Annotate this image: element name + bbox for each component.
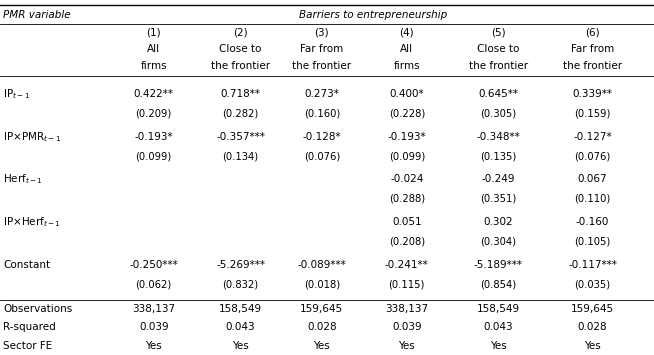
Text: 338,137: 338,137 (132, 304, 175, 314)
Text: 0.339**: 0.339** (572, 89, 613, 99)
Text: Close to: Close to (220, 44, 262, 54)
Text: 0.028: 0.028 (577, 322, 608, 332)
Text: Herf$_{t-1}$: Herf$_{t-1}$ (3, 173, 43, 186)
Text: 0.422**: 0.422** (133, 89, 174, 99)
Text: 158,549: 158,549 (219, 304, 262, 314)
Text: (0.110): (0.110) (574, 194, 611, 204)
Text: -0.241**: -0.241** (385, 260, 428, 269)
Text: (0.351): (0.351) (480, 194, 517, 204)
Text: -5.269***: -5.269*** (216, 260, 265, 269)
Text: the frontier: the frontier (469, 61, 528, 71)
Text: (0.160): (0.160) (303, 109, 340, 119)
Text: -0.128*: -0.128* (302, 132, 341, 142)
Text: Yes: Yes (232, 341, 249, 351)
Text: (0.288): (0.288) (388, 194, 425, 204)
Text: (0.854): (0.854) (480, 279, 517, 289)
Text: Yes: Yes (584, 341, 601, 351)
Text: 0.400*: 0.400* (390, 89, 424, 99)
Text: 0.645**: 0.645** (478, 89, 519, 99)
Text: (0.076): (0.076) (574, 151, 611, 161)
Text: -0.117***: -0.117*** (568, 260, 617, 269)
Text: 0.043: 0.043 (483, 322, 513, 332)
Text: -0.193*: -0.193* (387, 132, 426, 142)
Text: (0.035): (0.035) (574, 279, 611, 289)
Text: Yes: Yes (490, 341, 507, 351)
Text: (0.105): (0.105) (574, 236, 611, 246)
Text: All: All (400, 44, 413, 54)
Text: Far from: Far from (571, 44, 614, 54)
Text: Yes: Yes (398, 341, 415, 351)
Text: All: All (147, 44, 160, 54)
Text: firms: firms (141, 61, 167, 71)
Text: (0.018): (0.018) (303, 279, 340, 289)
Text: Yes: Yes (313, 341, 330, 351)
Text: (6): (6) (585, 27, 600, 37)
Text: (3): (3) (315, 27, 329, 37)
Text: -0.193*: -0.193* (134, 132, 173, 142)
Text: (0.159): (0.159) (574, 109, 611, 119)
Text: Sector FE: Sector FE (3, 341, 52, 351)
Text: (4): (4) (400, 27, 414, 37)
Text: (0.099): (0.099) (388, 151, 425, 161)
Text: -0.357***: -0.357*** (216, 132, 265, 142)
Text: Close to: Close to (477, 44, 519, 54)
Text: R-squared: R-squared (3, 322, 56, 332)
Text: -5.189***: -5.189*** (474, 260, 523, 269)
Text: (0.832): (0.832) (222, 279, 259, 289)
Text: (0.304): (0.304) (480, 236, 517, 246)
Text: (0.076): (0.076) (303, 151, 340, 161)
Text: (0.305): (0.305) (480, 109, 517, 119)
Text: 0.273*: 0.273* (304, 89, 339, 99)
Text: the frontier: the frontier (211, 61, 270, 71)
Text: (0.282): (0.282) (222, 109, 259, 119)
Text: 0.302: 0.302 (483, 217, 513, 227)
Text: -0.348**: -0.348** (477, 132, 520, 142)
Text: the frontier: the frontier (563, 61, 622, 71)
Text: 0.039: 0.039 (139, 322, 169, 332)
Text: (0.134): (0.134) (222, 151, 259, 161)
Text: Far from: Far from (300, 44, 343, 54)
Text: 158,549: 158,549 (477, 304, 520, 314)
Text: 159,645: 159,645 (300, 304, 343, 314)
Text: 0.051: 0.051 (392, 217, 422, 227)
Text: (0.135): (0.135) (480, 151, 517, 161)
Text: IP$_{t-1}$: IP$_{t-1}$ (3, 87, 31, 101)
Text: Observations: Observations (3, 304, 73, 314)
Text: 338,137: 338,137 (385, 304, 428, 314)
Text: (0.209): (0.209) (135, 109, 172, 119)
Text: firms: firms (394, 61, 420, 71)
Text: 0.043: 0.043 (226, 322, 256, 332)
Text: (0.228): (0.228) (388, 109, 425, 119)
Text: 159,645: 159,645 (571, 304, 614, 314)
Text: -0.249: -0.249 (481, 174, 515, 184)
Text: (0.208): (0.208) (388, 236, 425, 246)
Text: 0.067: 0.067 (577, 174, 608, 184)
Text: (5): (5) (491, 27, 506, 37)
Text: 0.039: 0.039 (392, 322, 422, 332)
Text: Yes: Yes (145, 341, 162, 351)
Text: (0.062): (0.062) (135, 279, 172, 289)
Text: 0.028: 0.028 (307, 322, 337, 332)
Text: (2): (2) (233, 27, 248, 37)
Text: (1): (1) (146, 27, 161, 37)
Text: IP×Herf$_{t-1}$: IP×Herf$_{t-1}$ (3, 215, 61, 229)
Text: -0.024: -0.024 (390, 174, 424, 184)
Text: -0.250***: -0.250*** (129, 260, 178, 269)
Text: the frontier: the frontier (292, 61, 351, 71)
Text: Barriers to entrepreneurship: Barriers to entrepreneurship (299, 11, 447, 21)
Text: -0.127*: -0.127* (573, 132, 612, 142)
Text: IP×PMR$_{t-1}$: IP×PMR$_{t-1}$ (3, 130, 61, 144)
Text: (0.099): (0.099) (135, 151, 172, 161)
Text: -0.160: -0.160 (576, 217, 610, 227)
Text: PMR variable: PMR variable (3, 11, 71, 21)
Text: (0.115): (0.115) (388, 279, 425, 289)
Text: 0.718**: 0.718** (220, 89, 261, 99)
Text: -0.089***: -0.089*** (298, 260, 346, 269)
Text: Constant: Constant (3, 260, 50, 269)
